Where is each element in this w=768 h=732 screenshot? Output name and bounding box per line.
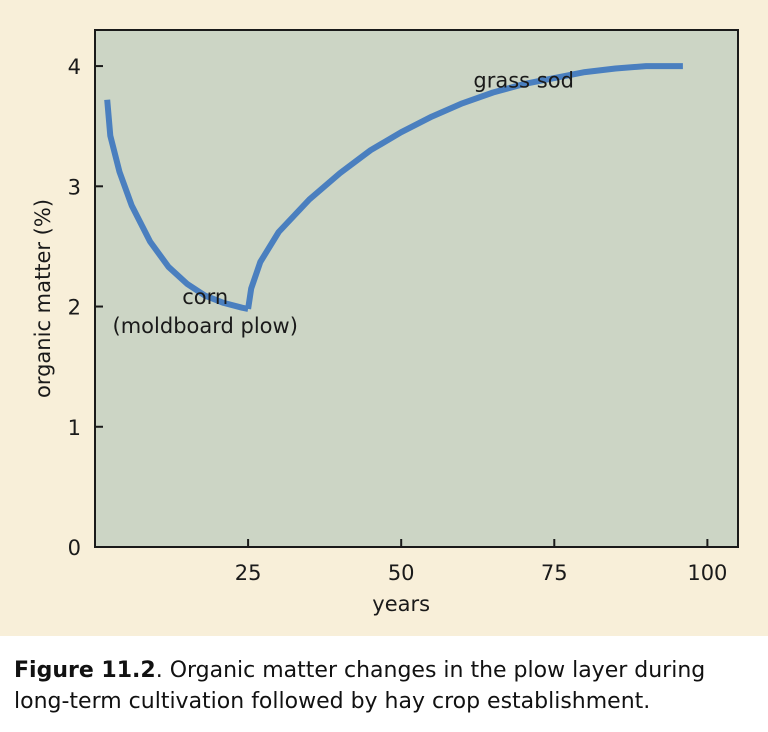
figure-caption: Figure 11.2. Organic matter changes in t… <box>14 655 754 717</box>
x-axis-title: years <box>372 592 430 616</box>
y-tick-label: 3 <box>68 175 81 199</box>
y-tick-label: 4 <box>68 55 81 79</box>
x-tick-label: 75 <box>541 561 568 585</box>
x-tick-label: 50 <box>388 561 415 585</box>
x-tick-label: 25 <box>235 561 262 585</box>
y-tick-label: 2 <box>68 296 81 320</box>
series-line-2 <box>245 63 683 310</box>
caption-text: . Organic matter changes in the plow lay… <box>14 658 706 714</box>
annotation-label: grass sod <box>473 69 574 93</box>
caption-label: Figure 11.2 <box>14 658 156 683</box>
annotation-label: (moldboard plow) <box>113 314 298 338</box>
y-tick-label: 1 <box>68 416 81 440</box>
annotation-label: corn <box>182 285 228 309</box>
y-tick-label: 0 <box>68 536 81 560</box>
series-line-1 <box>104 99 249 312</box>
plot-area <box>94 29 739 548</box>
x-tick-label: 100 <box>687 561 727 585</box>
y-axis-title: organic matter (%) <box>31 199 55 398</box>
